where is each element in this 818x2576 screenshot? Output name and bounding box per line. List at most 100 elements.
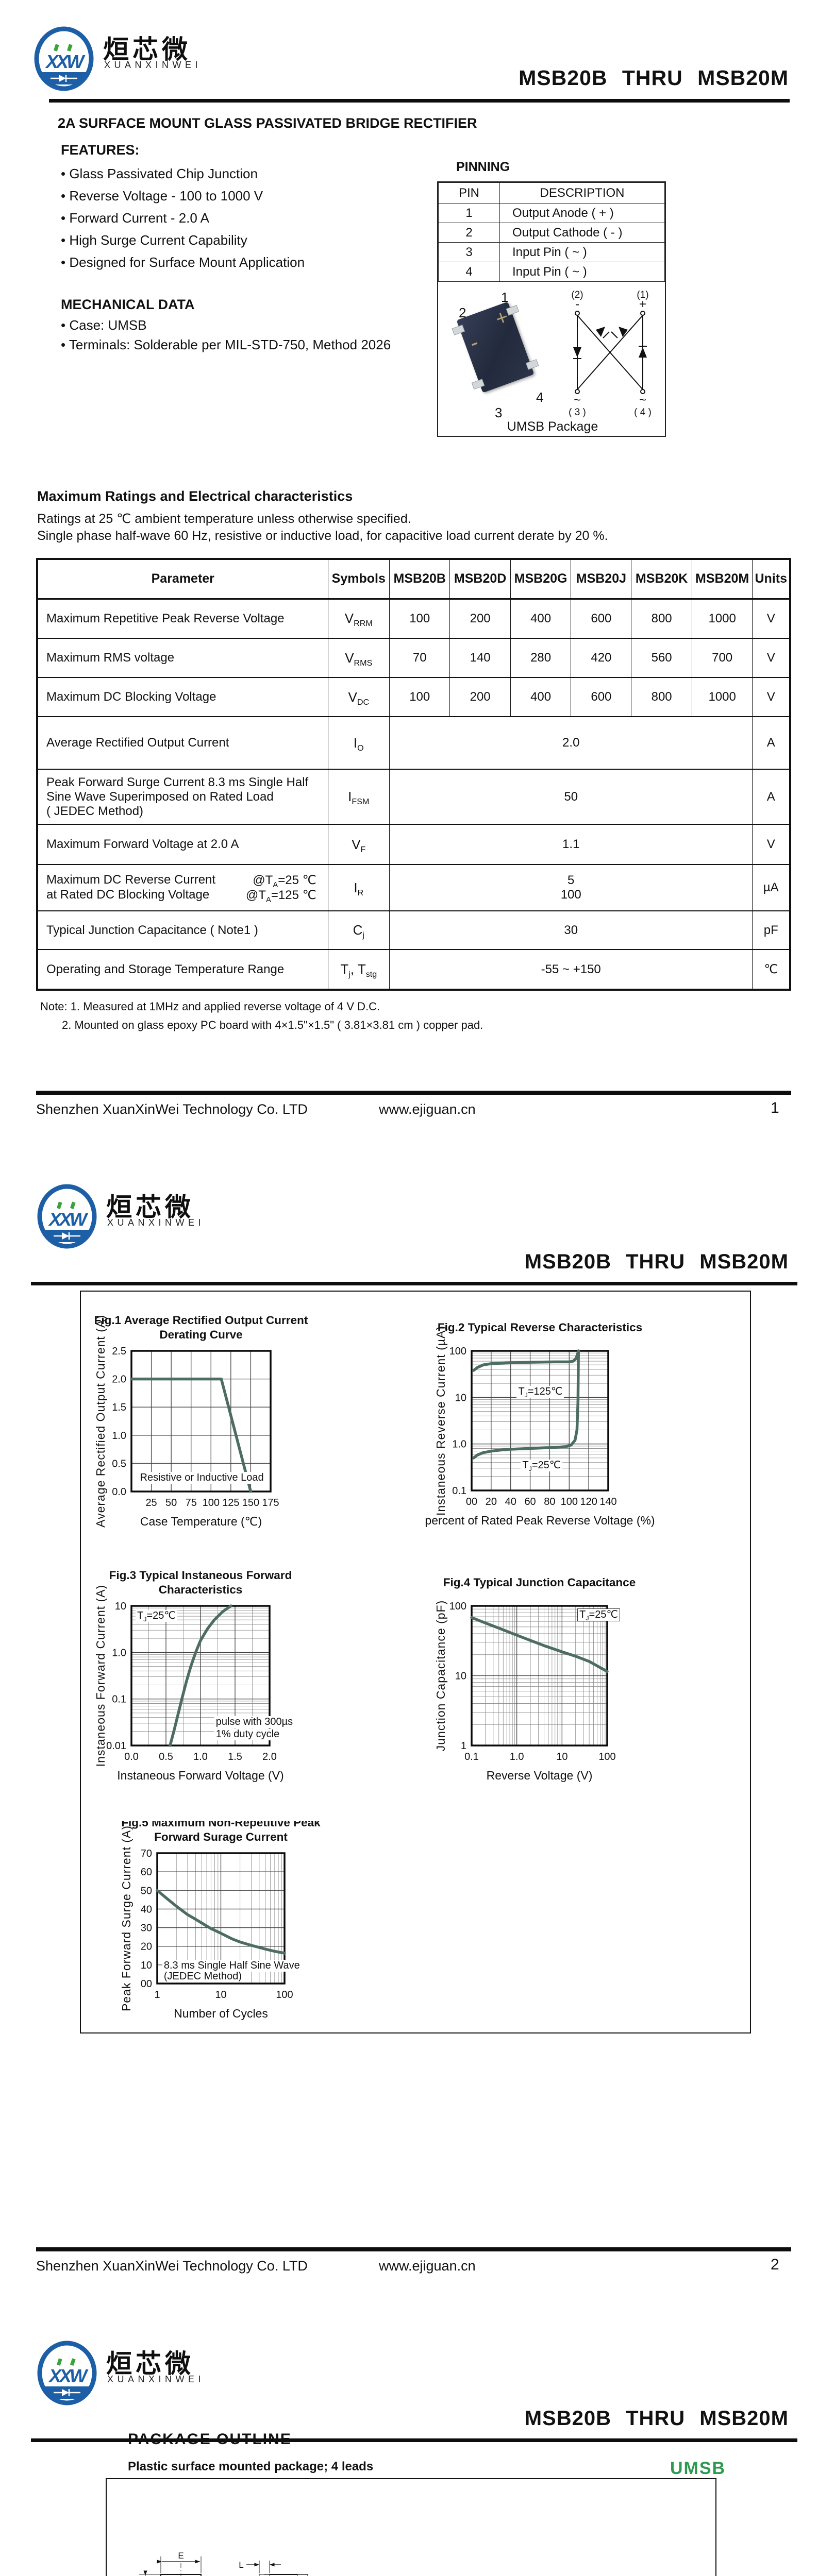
unit-cell: V bbox=[752, 598, 791, 639]
ratings-header: MSB20M bbox=[691, 558, 753, 600]
footer-rule bbox=[36, 2247, 791, 2251]
fig1-title: Derating Curve bbox=[159, 1328, 242, 1341]
datasheet-page-3: XXW 烜芯微 XUANXINWEI MSB20B THRU MSB20M PACK… bbox=[0, 2313, 818, 2576]
value-cell: 1.1 bbox=[389, 824, 753, 865]
fig2-x-tick: 40 bbox=[505, 1496, 516, 1507]
unit-cell: A bbox=[752, 769, 791, 825]
ratings-row: Peak Forward Surge Current 8.3 ms Single… bbox=[37, 769, 791, 825]
ratings-header: Parameter bbox=[37, 558, 328, 600]
outline-box bbox=[106, 2478, 716, 2576]
package-outline-heading: PACKAGE OUTLINE bbox=[128, 2431, 292, 2448]
logo-chinese: 烜芯微 bbox=[103, 35, 191, 64]
fig1-x-tick: 150 bbox=[242, 1497, 259, 1509]
photo-pin-3: 3 bbox=[495, 405, 503, 420]
pinning-header: PIN bbox=[438, 182, 500, 204]
subtitle: 2A SURFACE MOUNT GLASS PASSIVATED BRIDGE… bbox=[58, 115, 477, 131]
header-rule bbox=[31, 2438, 797, 2442]
pinning-row: 3 Input Pin ( ~ ) bbox=[438, 242, 665, 262]
fig3-y-tick: 0.1 bbox=[112, 1694, 126, 1705]
unit-cell: µA bbox=[752, 864, 791, 911]
fig1: 25 50 75 100 125 150 175 0.0 0.5 1.0 1.5 2.0 2.5 Case… bbox=[49, 1311, 379, 1569]
parameter-cell: Average Rectified Output Current bbox=[37, 716, 328, 770]
fig3-title: Characteristics bbox=[159, 1583, 243, 1596]
fig3-svg: 0.0 0.5 1.0 1.5 2.0 0.01 0.1 1.0 10 Instaneous Fo… bbox=[94, 1569, 292, 1782]
fig4-y-tick: 100 bbox=[449, 1601, 466, 1612]
unit-cell: V bbox=[752, 677, 791, 717]
value-cell: 30 bbox=[389, 910, 753, 950]
pinning-table: PIN DESCRIPTION 1 Output Anode ( + ) 2 Output… bbox=[438, 182, 665, 282]
chip-pad bbox=[471, 379, 485, 390]
ratings-header: MSB20D bbox=[449, 558, 511, 600]
photo-pin-1: 1 bbox=[501, 290, 509, 305]
logo-mark: XXW bbox=[37, 1184, 97, 1249]
value-cell: 400 bbox=[510, 677, 572, 717]
value-cell: 140 bbox=[449, 638, 511, 678]
fig5-annotation: 8.3 ms Single Half Sine Wave bbox=[162, 1960, 302, 1972]
terminal-3-label: ( 3 ) bbox=[569, 407, 586, 418]
bridge-schematic: (2) (1) - + ~ ~( 3 )( 4 ) bbox=[558, 290, 661, 421]
symbol-cell: Cj bbox=[327, 910, 390, 950]
value-cell: 50 bbox=[389, 769, 753, 825]
value-cell: 2.0 bbox=[389, 716, 753, 770]
feature-item: • Forward Current - 2.0 A bbox=[61, 210, 209, 226]
feature-item: • Glass Passivated Chip Junction bbox=[61, 166, 258, 181]
features-list: • Glass Passivated Chip Junction • Revers… bbox=[61, 163, 305, 274]
photo-pin-2: 2 bbox=[459, 305, 466, 320]
ratings-header: MSB20K bbox=[631, 558, 692, 600]
feature-item: • Reverse Voltage - 100 to 1000 V bbox=[61, 188, 263, 204]
pinning-row: 2 Output Cathode ( - ) bbox=[438, 223, 665, 243]
package-caption: UMSB Package bbox=[507, 419, 598, 434]
fig5-title: Fig.5 Maximum Non-Repetitive Peak bbox=[121, 1821, 321, 1829]
parameter-cell: Maximum RMS voltage bbox=[37, 638, 328, 678]
fig2-x-tick: 20 bbox=[486, 1496, 497, 1507]
logo-mark: XXW bbox=[37, 2341, 97, 2405]
dim-E: E bbox=[178, 2551, 183, 2561]
logo-xxw-text: XXW bbox=[48, 2365, 89, 2386]
fig1-y-tick: 0.0 bbox=[112, 1486, 126, 1498]
value-cell: 200 bbox=[449, 598, 511, 639]
fig3-x-tick: 0.0 bbox=[124, 1751, 139, 1762]
footer-website: www.ejiguan.cn bbox=[379, 2258, 476, 2274]
brand-logo: XXW 烜芯微 XUANXINWEI bbox=[35, 2340, 231, 2412]
fig4-title: Fig.4 Typical Junction Capacitance bbox=[443, 1576, 636, 1589]
datasheet-page-1: XXW 烜芯微 XUANXINWEI MSB20B THRU MSB20M 2A S… bbox=[0, 0, 818, 1157]
fig4-y-tick: 10 bbox=[455, 1671, 466, 1682]
note-line: Note: 1. Measured at 1MHz and applied re… bbox=[40, 1000, 380, 1013]
page-number: 1 bbox=[771, 1099, 779, 1116]
pinning-header: DESCRIPTION bbox=[499, 182, 665, 204]
fig3-annotation: pulse with 300µs bbox=[214, 1716, 295, 1728]
value-cell: 5 100 bbox=[389, 864, 753, 911]
fig5-x-tick: 100 bbox=[276, 1989, 293, 2001]
fig2-x-tick: 100 bbox=[561, 1496, 578, 1507]
pin-number: 2 bbox=[438, 223, 500, 243]
fig1-x-tick: 50 bbox=[165, 1497, 177, 1509]
doc-title: MSB20B THRU MSB20M bbox=[519, 66, 789, 90]
fig3-x-tick: 1.5 bbox=[228, 1751, 242, 1762]
photo-pin-4: 4 bbox=[536, 389, 544, 405]
fig5-y-tick: 20 bbox=[141, 1941, 152, 1953]
ratings-row: Maximum DC Blocking Voltage VDC 100 200 400 6… bbox=[37, 677, 791, 717]
terminal-4-sign: ~ bbox=[639, 393, 646, 407]
fig2-y-tick: 10 bbox=[455, 1392, 466, 1403]
fig2-x-tick: 140 bbox=[599, 1496, 616, 1507]
symbol-cell: IR bbox=[327, 864, 390, 911]
fig1-annotation: Resistive or Inductive Load bbox=[138, 1471, 265, 1484]
ratings-header: Units bbox=[752, 558, 791, 600]
fig3-annotation: 1% duty cycle bbox=[214, 1728, 281, 1741]
fig3-x-tick: 1.0 bbox=[193, 1751, 208, 1762]
mechanical-item: • Case: UMSB bbox=[61, 317, 147, 333]
fig5-y-tick: 50 bbox=[141, 1885, 152, 1896]
ratings-heading: Maximum Ratings and Electrical character… bbox=[37, 488, 353, 504]
fig1-x-tick: 25 bbox=[145, 1497, 157, 1509]
pin-description: Input Pin ( ~ ) bbox=[499, 242, 665, 262]
value-cell: 1000 bbox=[691, 598, 753, 639]
header-rule bbox=[31, 1282, 797, 1285]
mechanical-item: • Terminals: Solderable per MIL-STD-750,… bbox=[61, 337, 391, 352]
ratings-row: Operating and Storage Temperature Range T… bbox=[37, 949, 791, 990]
ratings-condition-1: Ratings at 25 ℃ ambient temperature unle… bbox=[37, 512, 411, 526]
parameter-cell: Operating and Storage Temperature Range bbox=[37, 949, 328, 990]
value-cell: 800 bbox=[631, 677, 692, 717]
chip-pad bbox=[506, 304, 520, 316]
chip-minus-mark: - bbox=[466, 329, 482, 356]
logo-mark: XXW bbox=[34, 26, 94, 91]
